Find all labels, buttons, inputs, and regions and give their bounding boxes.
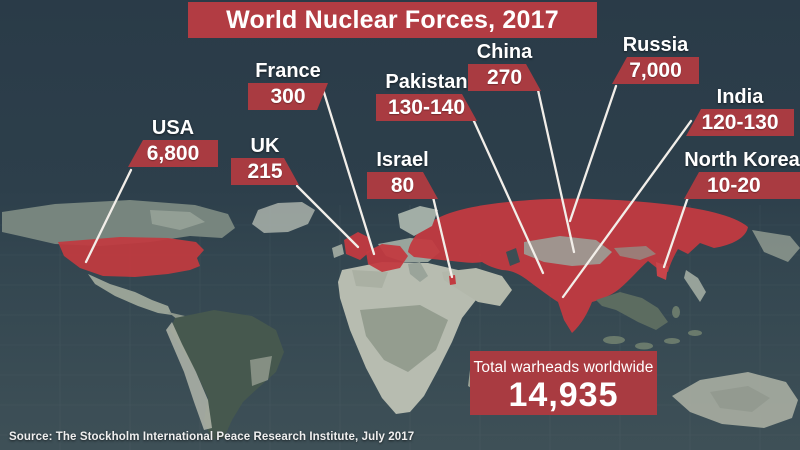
callout-pakistan: Pakistan 130-140 — [376, 70, 477, 121]
country-name: USA — [151, 117, 195, 139]
callout-north-korea: North Korea 10-20 — [684, 148, 800, 199]
country-name: India — [716, 86, 764, 108]
south-america — [170, 310, 284, 440]
total-value: 14,935 — [508, 376, 619, 414]
italy-balkans — [408, 262, 428, 282]
country-name: North Korea — [684, 149, 800, 171]
australia-interior — [710, 386, 770, 412]
page-title: World Nuclear Forces, 2017 — [188, 2, 597, 38]
warhead-count: 270 — [468, 64, 541, 91]
scandinavia — [398, 206, 438, 236]
andes-highlight — [166, 322, 212, 430]
kamchatka — [752, 230, 800, 262]
greenland — [252, 202, 315, 233]
country-name: UK — [250, 135, 280, 157]
callout-china: China 270 — [468, 40, 541, 91]
total-warheads-box: Total warheads worldwide 14,935 — [470, 351, 657, 415]
country-name: Russia — [622, 34, 689, 56]
callout-israel: Israel 80 — [367, 148, 438, 199]
warhead-count: 120-130 — [686, 109, 794, 136]
warhead-count: 130-140 — [376, 94, 477, 121]
africa-central — [360, 305, 448, 372]
callout-russia: Russia 7,000 — [612, 33, 699, 84]
uk-leader-line — [295, 184, 360, 249]
country-name: France — [255, 60, 321, 82]
indonesia-islands — [603, 306, 702, 350]
leader-lines — [84, 84, 693, 299]
callout-france: France 300 — [248, 59, 328, 110]
callout-india: India 120-130 — [686, 85, 794, 136]
mexico — [88, 274, 172, 315]
canada-highlight — [150, 210, 205, 230]
southeast-asia — [596, 292, 668, 330]
total-label: Total warheads worldwide — [473, 359, 654, 376]
china-leader-line — [536, 88, 576, 254]
warhead-count: 300 — [248, 83, 328, 110]
north-korea-leader-line — [662, 195, 690, 269]
callout-uk: UK 215 — [231, 134, 299, 185]
eurasia-nuclear-region — [408, 198, 748, 333]
middle-east — [442, 268, 512, 306]
mongolia-patch — [614, 246, 656, 260]
country-name: Israel — [376, 149, 429, 171]
warhead-count: 215 — [231, 158, 299, 185]
caspian-sea — [506, 248, 520, 266]
country-name: China — [476, 41, 533, 63]
warhead-count: 80 — [367, 172, 438, 199]
india-leader-line — [561, 119, 693, 299]
israel-region — [449, 275, 456, 285]
pakistan-leader-line — [471, 117, 545, 275]
callout-usa: USA 6,800 — [128, 116, 218, 167]
usa-leader-line — [84, 168, 133, 264]
warhead-count: 6,800 — [128, 140, 218, 167]
source-attribution: Source: The Stockholm International Peac… — [9, 431, 415, 443]
france-region — [366, 244, 408, 272]
warhead-count: 7,000 — [612, 57, 699, 84]
south-america-highlight — [250, 356, 272, 386]
ireland — [332, 244, 344, 258]
iberia — [352, 270, 388, 288]
japan — [684, 270, 706, 302]
russia-leader-line — [568, 84, 618, 223]
country-name: Pakistan — [385, 71, 468, 93]
israel-leader-line — [431, 195, 454, 279]
warhead-count: 10-20 — [684, 172, 800, 199]
france-leader-line — [320, 84, 376, 256]
